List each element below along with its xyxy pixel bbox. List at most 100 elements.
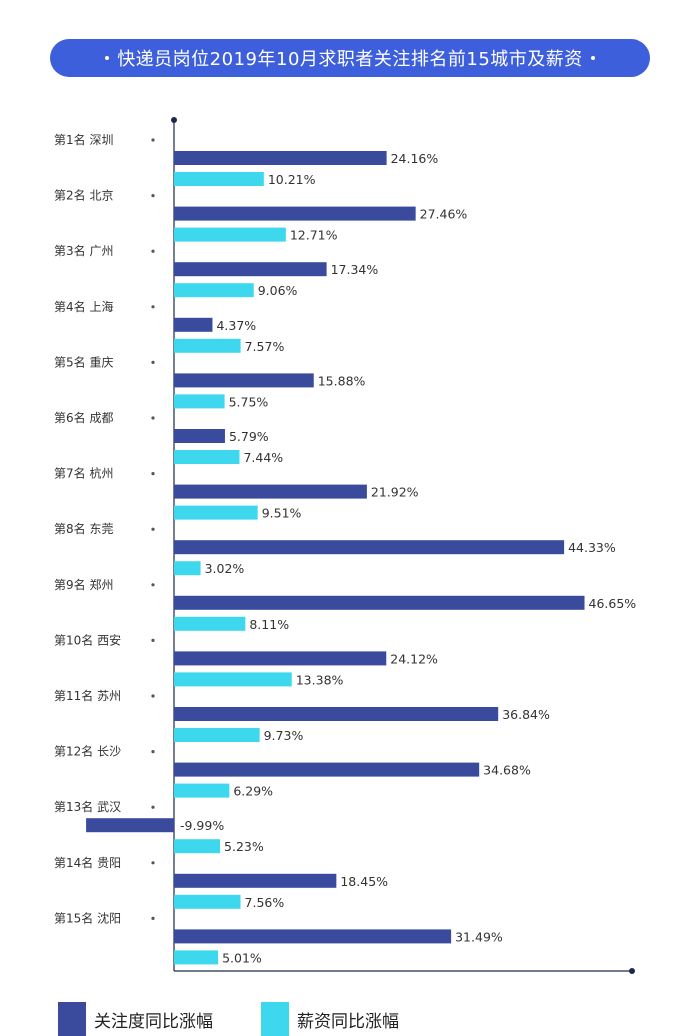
attention-value-label: 27.46% <box>420 207 468 222</box>
salary-value-label: 9.73% <box>264 728 304 743</box>
salary-value-label: 5.23% <box>224 839 264 854</box>
category-tick-dot <box>151 583 155 587</box>
category-label: 第10名 西安 <box>54 632 121 647</box>
salary-value-label: 9.06% <box>258 283 298 298</box>
salary-bar <box>174 561 201 576</box>
salary-bar <box>174 450 240 464</box>
category-label: 第12名 长沙 <box>54 744 121 759</box>
attention-value-label: 31.49% <box>455 929 503 944</box>
salary-value-label: 3.02% <box>205 561 245 576</box>
salary-value-label: 6.29% <box>233 784 273 799</box>
x-axis-end-dot <box>629 968 635 974</box>
category-label: 第9名 郑州 <box>54 577 113 592</box>
category-label: 第5名 重庆 <box>54 354 113 369</box>
category-tick-dot <box>151 805 155 809</box>
attention-bar <box>174 929 452 944</box>
attention-value-label: -9.99% <box>180 818 224 833</box>
legend-label-attention: 关注度同比涨幅 <box>94 1011 213 1032</box>
category-label: 第4名 上海 <box>54 299 113 314</box>
salary-value-label: 9.51% <box>262 506 302 521</box>
salary-value-label: 13.38% <box>296 672 344 687</box>
category-tick-dot <box>151 305 155 309</box>
salary-value-label: 5.01% <box>222 950 262 965</box>
attention-value-label: 24.16% <box>391 151 439 166</box>
category-label: 第1名 深圳 <box>54 132 113 147</box>
attention-bar <box>174 762 480 777</box>
attention-value-label: 5.79% <box>229 429 269 444</box>
salary-bar <box>174 950 219 965</box>
attention-bar <box>174 595 585 610</box>
attention-bar <box>174 873 337 888</box>
category-tick-dot <box>151 694 155 698</box>
attention-value-label: 46.65% <box>589 596 637 611</box>
salary-value-label: 12.71% <box>290 228 338 243</box>
attention-value-label: 24.12% <box>390 651 438 666</box>
salary-value-label: 5.75% <box>229 394 269 409</box>
attention-bar <box>174 484 367 499</box>
category-tick-dot <box>151 638 155 643</box>
category-label: 第3名 广州 <box>54 243 113 258</box>
attention-bar <box>174 262 327 277</box>
category-tick-dot <box>151 194 155 198</box>
attention-bar <box>174 707 499 721</box>
category-tick-dot <box>151 249 155 253</box>
salary-bar <box>174 616 246 631</box>
category-tick-dot <box>151 416 155 420</box>
attention-bar <box>174 540 565 555</box>
title-right-dot <box>590 56 595 60</box>
category-tick-dot <box>151 916 155 921</box>
category-tick-dot <box>151 861 155 865</box>
legend-item-attention: 关注度同比涨幅 <box>58 1002 213 1036</box>
attention-bar <box>86 818 174 833</box>
attention-value-label: 4.37% <box>216 318 256 333</box>
attention-value-label: 15.88% <box>318 373 366 388</box>
chart-title: 快递员岗位2019年10月求职者关注排名前15城市及薪资 <box>117 49 583 70</box>
salary-bar <box>174 894 241 909</box>
salary-bar <box>174 783 230 798</box>
bar-chart: 第1名 深圳 24.16% 10.21% 第2名 北京 27.46% 12.71% 第3名 … <box>54 117 637 974</box>
salary-bar <box>174 672 292 687</box>
salary-value-label: 7.57% <box>245 339 285 354</box>
salary-value-label: 7.44% <box>243 450 283 465</box>
salary-bar <box>174 839 221 854</box>
chart-legend: 关注度同比涨幅 薪资同比涨幅 <box>58 1002 447 1036</box>
attention-value-label: 36.84% <box>502 707 550 722</box>
salary-bar <box>174 728 260 742</box>
category-label: 第8名 东莞 <box>54 521 113 536</box>
salary-value-label: 8.11% <box>249 617 289 632</box>
category-label: 第14名 贵阳 <box>54 855 121 870</box>
attention-bar <box>174 206 416 221</box>
attention-bar <box>174 429 225 443</box>
salary-value-label: 10.21% <box>268 172 316 187</box>
salary-bar <box>174 338 241 353</box>
category-label: 第2名 北京 <box>54 188 113 203</box>
category-tick-dot <box>151 360 155 364</box>
attention-value-label: 21.92% <box>371 485 419 500</box>
salary-bar <box>174 394 225 409</box>
salary-bar <box>174 227 286 242</box>
category-tick-dot <box>151 138 155 142</box>
category-label: 第15名 沈阳 <box>54 910 121 925</box>
legend-swatch-attention <box>58 1002 86 1036</box>
attention-value-label: 44.33% <box>568 540 616 555</box>
title-left-dot <box>105 56 110 60</box>
category-label: 第7名 杭州 <box>54 466 113 481</box>
attention-bar <box>174 651 387 666</box>
salary-bar <box>174 172 264 186</box>
chart-title-banner: 快递员岗位2019年10月求职者关注排名前15城市及薪资 <box>50 39 650 77</box>
category-tick-dot <box>151 527 155 531</box>
attention-bar <box>174 151 387 165</box>
category-tick-dot <box>151 750 155 754</box>
attention-bar <box>174 317 213 332</box>
salary-value-label: 7.56% <box>245 895 285 910</box>
attention-value-label: 18.45% <box>340 874 388 889</box>
category-label: 第11名 苏州 <box>54 688 121 703</box>
legend-label-salary: 薪资同比涨幅 <box>297 1011 399 1032</box>
attention-value-label: 17.34% <box>331 262 379 277</box>
category-label: 第6名 成都 <box>54 410 113 425</box>
category-tick-dot <box>151 472 155 476</box>
attention-value-label: 34.68% <box>483 763 531 778</box>
legend-item-salary: 薪资同比涨幅 <box>261 1002 399 1036</box>
legend-swatch-salary <box>261 1002 289 1036</box>
y-axis-end-dot <box>171 117 177 123</box>
